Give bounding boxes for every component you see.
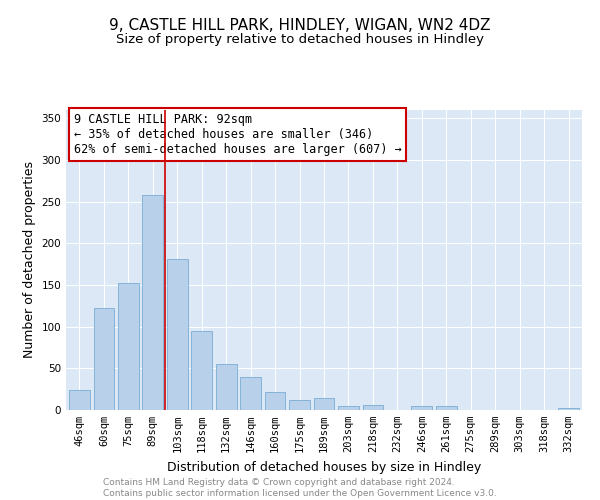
Bar <box>436 406 457 410</box>
Bar <box>338 406 359 410</box>
Bar <box>191 331 212 410</box>
Bar <box>314 398 334 410</box>
Bar <box>69 390 90 410</box>
Bar <box>240 376 261 410</box>
Text: Contains HM Land Registry data © Crown copyright and database right 2024.
Contai: Contains HM Land Registry data © Crown c… <box>103 478 497 498</box>
Bar <box>167 259 188 410</box>
Bar <box>94 308 114 410</box>
Bar <box>412 406 432 410</box>
Bar <box>118 284 139 410</box>
Bar <box>265 392 286 410</box>
Text: 9 CASTLE HILL PARK: 92sqm
← 35% of detached houses are smaller (346)
62% of semi: 9 CASTLE HILL PARK: 92sqm ← 35% of detac… <box>74 113 401 156</box>
Y-axis label: Number of detached properties: Number of detached properties <box>23 162 36 358</box>
X-axis label: Distribution of detached houses by size in Hindley: Distribution of detached houses by size … <box>167 460 481 473</box>
Bar <box>216 364 236 410</box>
Bar <box>362 405 383 410</box>
Bar <box>142 195 163 410</box>
Bar <box>289 400 310 410</box>
Text: 9, CASTLE HILL PARK, HINDLEY, WIGAN, WN2 4DZ: 9, CASTLE HILL PARK, HINDLEY, WIGAN, WN2… <box>109 18 491 32</box>
Bar <box>558 408 579 410</box>
Text: Size of property relative to detached houses in Hindley: Size of property relative to detached ho… <box>116 32 484 46</box>
